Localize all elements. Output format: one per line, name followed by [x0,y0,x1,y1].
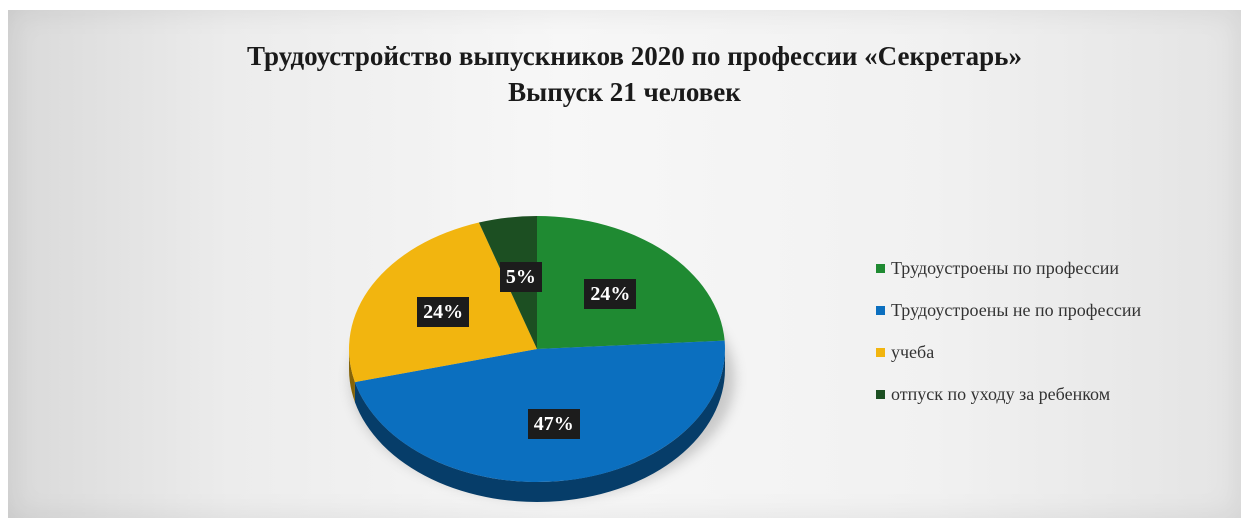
legend-swatch-employed-not-in-profession [876,305,885,315]
legend-item-parental-leave: отпуск по уходу за ребенком [876,382,1241,406]
legend-item-employed-in-profession: Трудоустроены по профессии [876,256,1241,280]
data-label-parental-leave: 5% [499,261,542,292]
legend-swatch-employed-in-profession [876,263,885,273]
chart-frame: Трудоустройство выпускников 2020 по проф… [8,10,1241,518]
legend-item-employed-not-in-profession: Трудоустроены не по профессии [876,298,1241,322]
legend-label-parental-leave: отпуск по уходу за ребенком [891,383,1111,404]
legend-swatch-study [876,347,885,357]
legend-swatch-parental-leave [876,389,885,399]
legend-label-employed-not-in-profession: Трудоустроены не по профессии [891,299,1142,320]
legend: Трудоустроены по профессии Трудоустроены… [876,256,1241,424]
data-label-employed-in-profession: 24% [584,278,637,309]
pie-side-study [349,349,355,403]
chart-subtitle: Выпуск 21 человек [508,77,741,107]
legend-item-study: учеба [876,340,1241,364]
legend-label-employed-in-profession: Трудоустроены по профессии [891,257,1120,278]
data-label-employed-not-in-profession: 47% [527,408,580,439]
data-label-study: 24% [417,297,470,328]
pie-side-employed-not-in-profession [354,349,725,503]
chart-title: Трудоустройство выпускников 2020 по проф… [247,41,1022,71]
chart-titles: Трудоустройство выпускников 2020 по проф… [8,38,1241,110]
legend-label-study: учеба [891,341,935,362]
